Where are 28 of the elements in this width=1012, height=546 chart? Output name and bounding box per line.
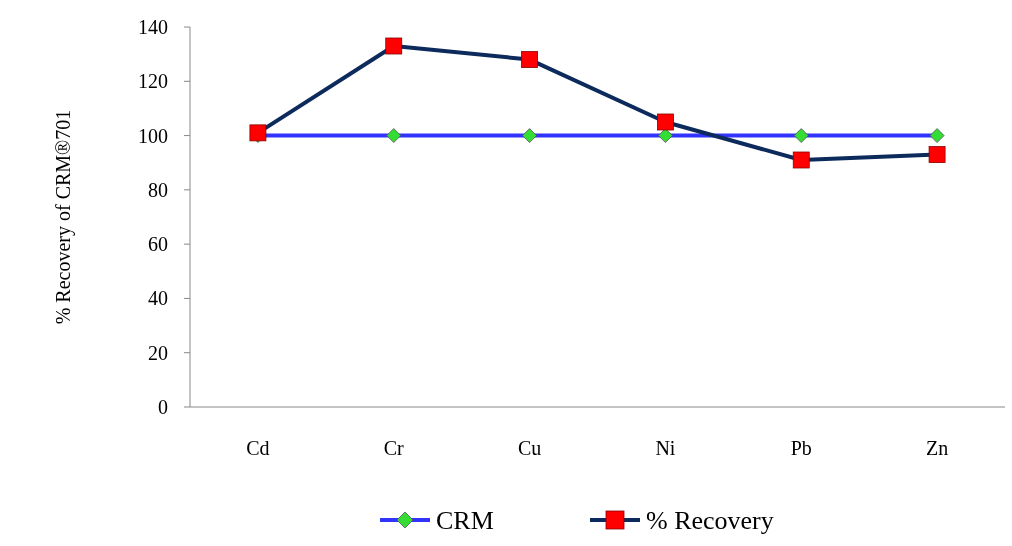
point [521, 51, 538, 68]
point [385, 37, 403, 55]
y-tick-label: 40 [148, 287, 168, 310]
point [386, 128, 402, 143]
y-axis-title: % Recovery of CRM®701 [52, 109, 75, 325]
y-tick-label: 100 [138, 124, 168, 147]
point [657, 113, 674, 131]
y-tick-label: 80 [148, 178, 168, 201]
y-tick-label: 20 [148, 341, 168, 364]
point [929, 128, 945, 143]
x-tick-label: Cu [517, 437, 542, 459]
point [522, 128, 537, 143]
y-tick-label: 0 [158, 396, 168, 418]
point [928, 146, 946, 163]
point [792, 151, 810, 169]
y-tick-label: 60 [148, 233, 168, 256]
x-tick-label: Zn [925, 437, 949, 459]
x-tick-label: Cd [246, 437, 270, 459]
x-tick-label: Pb [790, 437, 812, 459]
x-tick-label: Ni [655, 437, 676, 459]
y-tick-label: 120 [138, 70, 168, 93]
point [249, 124, 267, 142]
legend-label: % Recovery [646, 506, 774, 536]
point [658, 128, 673, 143]
legend-label: CRM [436, 506, 494, 536]
point [793, 128, 809, 143]
y-tick-label: 140 [138, 16, 168, 38]
x-tick-label: Cr [383, 437, 405, 459]
